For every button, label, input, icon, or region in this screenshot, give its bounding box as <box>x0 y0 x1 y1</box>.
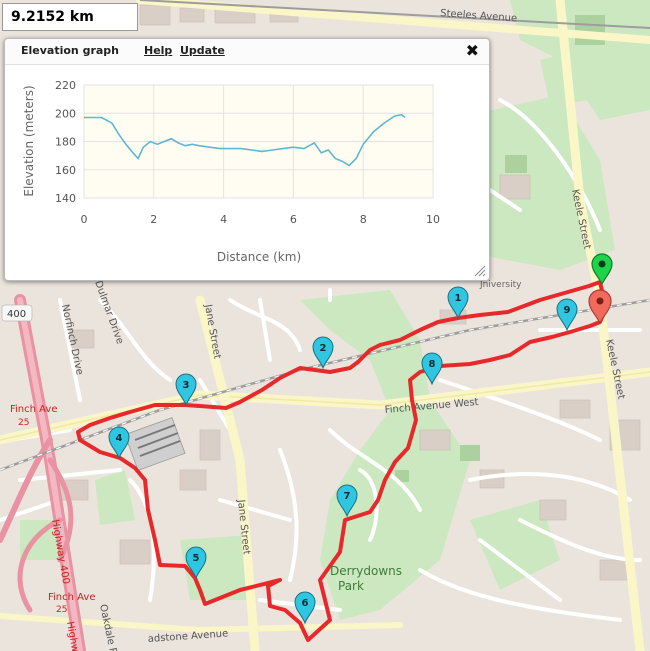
route-marker-9[interactable]: 9 <box>556 298 578 332</box>
y-tick-label: 160 <box>55 164 76 177</box>
marker-label: 9 <box>564 305 571 316</box>
shield-400-label: 400 <box>7 309 26 320</box>
y-tick-label: 140 <box>55 192 76 205</box>
x-tick-label: 2 <box>150 213 157 226</box>
marker-label: 1 <box>455 293 462 304</box>
label-steeles: Steeles Avenue <box>440 8 518 24</box>
marker-pin-icon <box>336 484 358 518</box>
rail-yard <box>124 417 186 471</box>
x-tick-label: 0 <box>81 213 88 226</box>
route-line[interactable] <box>76 280 608 642</box>
label-finch-ave: Finch Ave <box>10 404 57 415</box>
route-marker-7[interactable]: 7 <box>336 484 358 518</box>
route-distance-readout: 9.2152 km <box>2 3 138 31</box>
label-derrydowns: Derrydowns <box>330 564 402 578</box>
marker-pin-icon <box>185 546 207 580</box>
help-link[interactable]: Help <box>144 44 173 57</box>
resize-grip-icon[interactable] <box>474 265 486 277</box>
elevation-panel-title: Elevation graph <box>21 44 120 57</box>
update-link[interactable]: Update <box>180 44 225 57</box>
marker-pin-icon <box>312 336 334 370</box>
y-tick-label: 200 <box>55 107 76 120</box>
marker-label: 6 <box>302 598 309 609</box>
marker-label: 3 <box>183 380 190 391</box>
label-park: Park <box>338 579 364 593</box>
marker-pin-icon <box>294 591 316 625</box>
marker-label: 7 <box>344 491 351 502</box>
route-marker-2[interactable]: 2 <box>312 336 334 370</box>
y-tick-label: 220 <box>55 79 76 92</box>
end-pin-icon[interactable] <box>588 289 612 325</box>
marker-label: 5 <box>193 553 200 564</box>
marker-label: 2 <box>320 343 327 354</box>
label-finch-ave-2: Finch Ave <box>48 592 95 603</box>
x-axis-label: Distance (km) <box>217 250 301 264</box>
start-pin-icon[interactable] <box>591 253 613 286</box>
route-marker-8[interactable]: 8 <box>421 352 443 386</box>
route-marker-5[interactable]: 5 <box>185 546 207 580</box>
marker-label: 4 <box>116 433 123 444</box>
marker-label: 8 <box>429 359 436 370</box>
marker-pin-icon <box>108 426 130 460</box>
label-route-25-2: 25 <box>56 605 67 615</box>
marker-pin-icon <box>175 373 197 407</box>
route-markers[interactable]: 1 2 3 4 5 6 7 8 9 <box>108 286 578 625</box>
y-axis-label: Elevation (meters) <box>22 85 36 196</box>
x-tick-label: 6 <box>290 213 297 226</box>
route-marker-3[interactable]: 3 <box>175 373 197 407</box>
marker-pin-icon <box>556 298 578 332</box>
y-tick-label: 180 <box>55 136 76 149</box>
route-marker-6[interactable]: 6 <box>294 591 316 625</box>
close-icon[interactable]: ✖ <box>465 41 479 60</box>
route-marker-1[interactable]: 1 <box>447 286 469 320</box>
x-tick-label: 4 <box>220 213 227 226</box>
x-tick-label: 8 <box>360 213 367 226</box>
marker-pin-icon <box>447 286 469 320</box>
highway-shield-400: 400 <box>1 304 33 322</box>
label-route-25: 25 <box>18 418 29 428</box>
route-marker-4[interactable]: 4 <box>108 426 130 460</box>
elevation-chart: 0 2 4 6 8 10 140 160 180 200 220 Distance (km) Ele… <box>22 79 440 264</box>
elevation-panel-header: Elevation graph Help Update ✖ <box>5 39 489 65</box>
chart-ticks: 0 2 4 6 8 10 140 160 180 200 220 <box>55 79 440 226</box>
chart-grid <box>83 84 434 199</box>
label-university: Jniversity <box>479 280 522 290</box>
label-highway-2: Highw <box>64 621 80 651</box>
marker-pin-icon <box>421 352 443 386</box>
highway-400 <box>0 294 86 651</box>
x-tick-label: 10 <box>426 213 440 226</box>
elevation-series-line <box>84 113 406 167</box>
elevation-graph-panel[interactable]: Elevation graph Help Update ✖ 0 2 4 6 8 10 140… <box>4 38 490 281</box>
